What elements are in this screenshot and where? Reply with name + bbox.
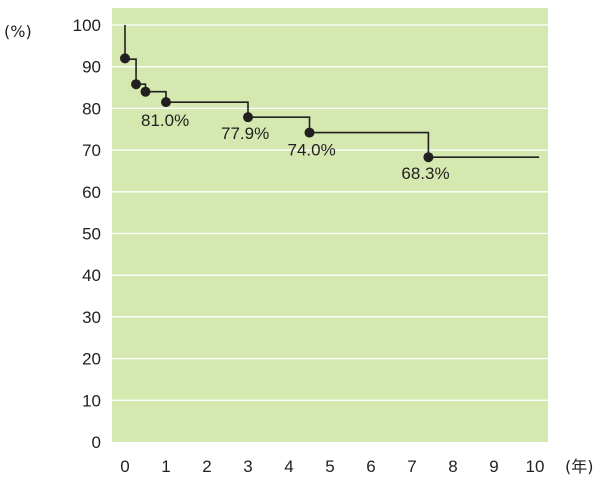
data-labels: 81.0% 77.9% 74.0% 68.3%	[141, 111, 450, 183]
y-tick-100: 100	[73, 16, 101, 35]
data-point-0	[120, 53, 130, 64]
data-label-3: 68.3%	[401, 164, 449, 183]
data-point-3	[161, 97, 171, 108]
x-tick-7: 7	[407, 457, 416, 476]
y-tick-80: 80	[82, 99, 101, 118]
data-label-2: 74.0%	[288, 140, 336, 159]
x-tick-6: 6	[366, 457, 375, 476]
y-tick-40: 40	[82, 266, 101, 285]
survival-curve	[120, 25, 540, 163]
x-tick-0: 0	[120, 457, 129, 476]
x-tick-8: 8	[448, 457, 457, 476]
data-point-6	[423, 152, 434, 163]
x-tick-10: 10	[526, 457, 545, 476]
data-label-0: 81.0%	[141, 111, 189, 130]
x-tick-labels: 0 1 2 3 4 5 6 7 8 9 10	[120, 457, 544, 476]
x-tick-4: 4	[284, 457, 293, 476]
x-tick-1: 1	[161, 457, 170, 476]
y-tick-60: 60	[82, 183, 101, 202]
data-label-1: 77.9%	[221, 124, 269, 143]
gridlines	[112, 24, 548, 401]
y-tick-10: 10	[82, 391, 101, 410]
data-point-1	[131, 79, 142, 90]
data-point-4	[243, 112, 253, 123]
y-tick-70: 70	[82, 141, 101, 160]
y-tick-labels: 0 10 20 30 40 50 60 70 80 90 100	[73, 16, 101, 452]
data-point-2	[140, 86, 151, 97]
x-axis-unit-label: (年)	[565, 457, 594, 476]
data-point-5	[304, 127, 315, 138]
x-tick-2: 2	[202, 457, 211, 476]
x-tick-3: 3	[243, 457, 252, 476]
y-tick-20: 20	[82, 350, 101, 369]
y-tick-30: 30	[82, 308, 101, 327]
y-axis-unit-label: (%)	[4, 22, 32, 41]
x-tick-5: 5	[325, 457, 334, 476]
y-tick-0: 0	[92, 433, 101, 452]
x-tick-9: 9	[489, 457, 498, 476]
y-tick-90: 90	[82, 58, 101, 77]
y-tick-50: 50	[82, 225, 101, 244]
plot-background	[112, 8, 548, 442]
